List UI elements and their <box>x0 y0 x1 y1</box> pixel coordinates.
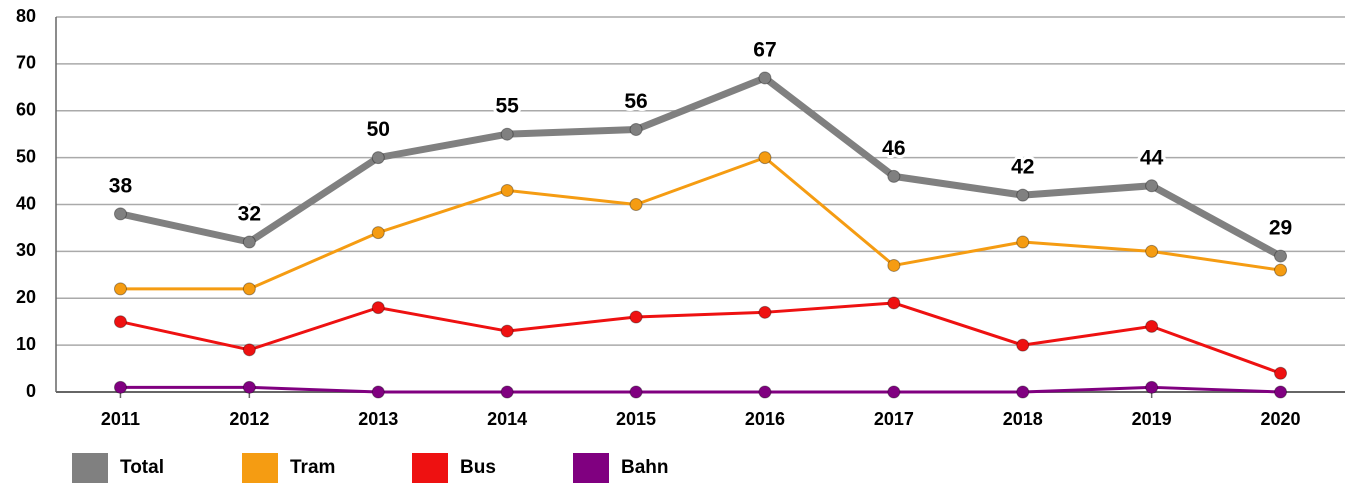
marker <box>371 301 385 315</box>
marker <box>629 198 643 211</box>
y-tick-label: 70 <box>16 53 36 73</box>
marker <box>758 151 772 165</box>
marker <box>113 315 127 329</box>
x-tick-label: 2014 <box>487 409 527 429</box>
data-label: 55 <box>495 95 519 118</box>
marker <box>629 385 643 399</box>
legend-label: Tram <box>290 457 335 478</box>
marker <box>629 123 643 136</box>
data-label: 29 <box>1269 217 1292 240</box>
legend-label: Bus <box>460 457 496 478</box>
marker <box>371 385 385 399</box>
data-label: 50 <box>367 118 390 141</box>
marker <box>1145 244 1159 258</box>
marker <box>887 169 901 183</box>
marker <box>758 385 772 399</box>
x-tick-label: 2013 <box>358 409 398 429</box>
data-label: 67 <box>753 38 776 61</box>
marker <box>1274 249 1288 263</box>
x-tick-label: 2011 <box>101 409 140 429</box>
data-label: 42 <box>1011 156 1034 179</box>
marker <box>371 151 385 165</box>
marker <box>629 310 643 324</box>
x-tick-label: 2018 <box>1003 409 1043 429</box>
marker <box>887 296 901 310</box>
x-tick-label: 2012 <box>229 409 269 429</box>
data-label: 46 <box>882 137 905 160</box>
marker <box>242 282 256 296</box>
y-tick-label: 40 <box>16 193 36 213</box>
marker <box>1274 263 1288 277</box>
marker <box>1016 235 1030 249</box>
data-label: 44 <box>1140 146 1164 169</box>
legend-swatch <box>72 453 108 483</box>
marker <box>500 183 514 197</box>
y-tick-label: 50 <box>16 146 36 166</box>
x-tick-label: 2015 <box>616 409 656 429</box>
marker <box>1145 319 1159 333</box>
marker <box>887 385 901 399</box>
legend-swatch <box>412 453 448 483</box>
data-label: 32 <box>238 203 261 226</box>
marker <box>500 127 514 141</box>
legend-swatch <box>573 453 609 483</box>
data-label: 56 <box>624 90 647 113</box>
marker <box>371 226 385 240</box>
marker <box>758 305 772 319</box>
marker <box>500 324 514 338</box>
marker <box>113 207 127 221</box>
marker <box>242 343 256 357</box>
marker <box>242 235 256 249</box>
line <box>119 74 1283 260</box>
y-tick-label: 20 <box>16 287 36 307</box>
marker <box>113 282 127 296</box>
data-label: 38 <box>109 174 133 197</box>
legend-swatch <box>242 453 278 483</box>
marker <box>1016 338 1030 352</box>
marker <box>1274 385 1288 399</box>
line <box>120 156 1281 291</box>
marker <box>887 258 901 272</box>
y-tick-label: 10 <box>16 334 36 354</box>
marker <box>1016 188 1030 202</box>
marker <box>500 385 514 399</box>
line <box>120 301 1282 375</box>
marker <box>1145 179 1159 193</box>
y-tick-label: 80 <box>16 6 36 26</box>
y-tick-label: 0 <box>26 381 36 401</box>
marker <box>1016 385 1030 399</box>
y-tick-label: 30 <box>16 240 36 260</box>
x-tick-label: 2017 <box>874 409 914 429</box>
line <box>120 385 1281 394</box>
x-tick-label: 2016 <box>745 409 785 429</box>
marker <box>242 380 256 394</box>
legend-label: Bahn <box>621 457 669 478</box>
x-tick-label: 2019 <box>1132 409 1172 429</box>
y-tick-label: 60 <box>16 100 36 120</box>
legend-label: Total <box>120 457 164 478</box>
marker <box>1274 366 1288 380</box>
marker <box>758 71 772 85</box>
x-tick-label: 2020 <box>1261 409 1301 429</box>
marker <box>113 380 127 394</box>
marker <box>1145 380 1159 394</box>
